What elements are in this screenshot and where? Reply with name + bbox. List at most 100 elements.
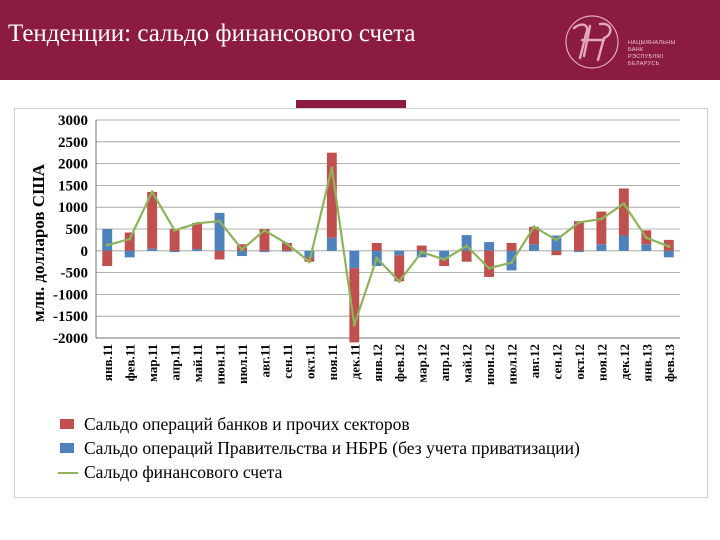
x-tick-label: ноя.11 <box>325 344 340 380</box>
y-tick-label: 1000 <box>58 200 88 216</box>
point-total <box>240 247 244 252</box>
y-tick-label: 0 <box>81 244 89 260</box>
point-total <box>599 217 603 221</box>
bar-government <box>214 212 225 251</box>
bar-banks <box>169 229 180 251</box>
bar-government <box>394 250 405 256</box>
x-tick-label: окт.11 <box>302 344 317 379</box>
bar-banks <box>102 250 113 267</box>
bar-government <box>529 244 539 251</box>
logo-line: РЭСПУБЛІКІ <box>628 54 664 60</box>
point-total <box>150 190 154 194</box>
bar-government <box>596 244 607 251</box>
bar-banks <box>281 242 292 251</box>
x-tick-label: май.11 <box>190 344 205 382</box>
bar-government <box>349 250 360 269</box>
x-tick-label: сен.12 <box>549 344 564 379</box>
point-total <box>644 236 648 240</box>
point-total <box>397 279 401 283</box>
point-total <box>217 219 222 223</box>
x-tick-label: янв.13 <box>639 344 654 382</box>
bar-government <box>484 242 495 251</box>
legend-label: Сальдо финансового счета <box>84 462 283 482</box>
x-tick-label: июл.11 <box>235 344 250 384</box>
point-total <box>532 225 536 229</box>
point-total <box>667 244 671 249</box>
bar-government <box>102 229 113 251</box>
bar-government <box>169 250 180 253</box>
bar-government <box>663 250 674 258</box>
bar-banks <box>214 250 225 260</box>
bar-banks <box>573 221 584 251</box>
bank-logo-text: НАЦЫЯНАЛЬНЫ БАНК РЭСПУБЛІКІ БЕЛАРУСЬ <box>628 40 708 68</box>
bar-government <box>551 235 562 251</box>
point-total <box>262 228 267 232</box>
legend-swatch-banks <box>60 419 74 429</box>
bar-banks <box>439 259 450 267</box>
point-total <box>285 242 289 246</box>
bar-banks <box>371 242 382 251</box>
x-tick-label: дек.12 <box>617 344 632 380</box>
point-total <box>375 256 379 260</box>
x-tick-label: фев.12 <box>392 344 407 382</box>
y-tick-label: 2500 <box>58 135 88 151</box>
bar-government <box>439 250 450 260</box>
x-tick-label: мар.12 <box>415 344 430 383</box>
legend-label: Сальдо операций банков и прочих секторов <box>84 414 410 434</box>
line-total <box>106 167 670 326</box>
y-tick-label: 3000 <box>58 113 88 129</box>
y-tick-label: 1500 <box>58 178 88 194</box>
legend-swatch-government <box>60 443 74 453</box>
bar-banks <box>192 222 203 250</box>
slide-title: Тенденции: сальдо финансового счета <box>8 20 416 47</box>
bank-logo-icon <box>565 15 619 69</box>
bar-government <box>304 250 315 258</box>
bar-banks <box>551 250 562 256</box>
legend-swatch-total <box>58 472 78 474</box>
point-total <box>307 260 311 264</box>
logo-line: БАНК <box>628 47 644 53</box>
x-tick-label: июл.12 <box>505 344 520 385</box>
x-tick-label: июн.11 <box>213 344 228 384</box>
bar-banks <box>461 250 472 262</box>
bar-government <box>237 250 247 257</box>
x-tick-label: авг.11 <box>257 344 272 378</box>
y-tick-label: 2000 <box>58 157 88 173</box>
bar-banks <box>416 245 427 251</box>
bar-government <box>416 250 427 258</box>
bar-government <box>259 250 270 253</box>
y-tick-label: 500 <box>66 222 89 238</box>
point-total <box>577 220 581 225</box>
bar-banks <box>147 191 158 249</box>
point-total <box>352 323 356 327</box>
bar-government <box>192 249 203 251</box>
x-tick-label: фев.13 <box>662 344 677 383</box>
bar-banks <box>259 229 270 251</box>
bar-banks <box>349 268 360 343</box>
x-tick-label: ноя.12 <box>594 344 609 381</box>
x-tick-label: окт.12 <box>572 344 587 380</box>
x-tick-label: фев.11 <box>123 344 138 381</box>
point-total <box>195 221 199 225</box>
x-tick-label: дек.11 <box>347 344 362 379</box>
point-total <box>622 202 626 206</box>
bar-banks <box>618 188 629 236</box>
x-tick-label: янв.11 <box>100 344 115 381</box>
point-total <box>509 260 514 265</box>
x-tick-label: июн.12 <box>482 344 497 385</box>
bar-banks <box>484 250 495 277</box>
bar-government <box>281 250 292 252</box>
x-tick-label: янв.12 <box>370 344 385 382</box>
x-tick-label: мар.11 <box>145 344 160 382</box>
logo-line: НАЦЫЯНАЛЬНЫ <box>628 40 676 46</box>
y-tick-label: -2000 <box>53 331 88 347</box>
legend-label: Сальдо операций Правительства и НБРБ (бе… <box>84 438 580 458</box>
bar-government <box>461 235 472 251</box>
bar-banks <box>326 152 337 238</box>
x-tick-label: апр.11 <box>168 344 183 381</box>
bar-government <box>641 244 652 251</box>
slide-header: Тенденции: сальдо финансового счета НАЦЫ… <box>0 0 720 80</box>
point-total <box>554 238 559 242</box>
y-tick-label: -500 <box>61 266 89 282</box>
